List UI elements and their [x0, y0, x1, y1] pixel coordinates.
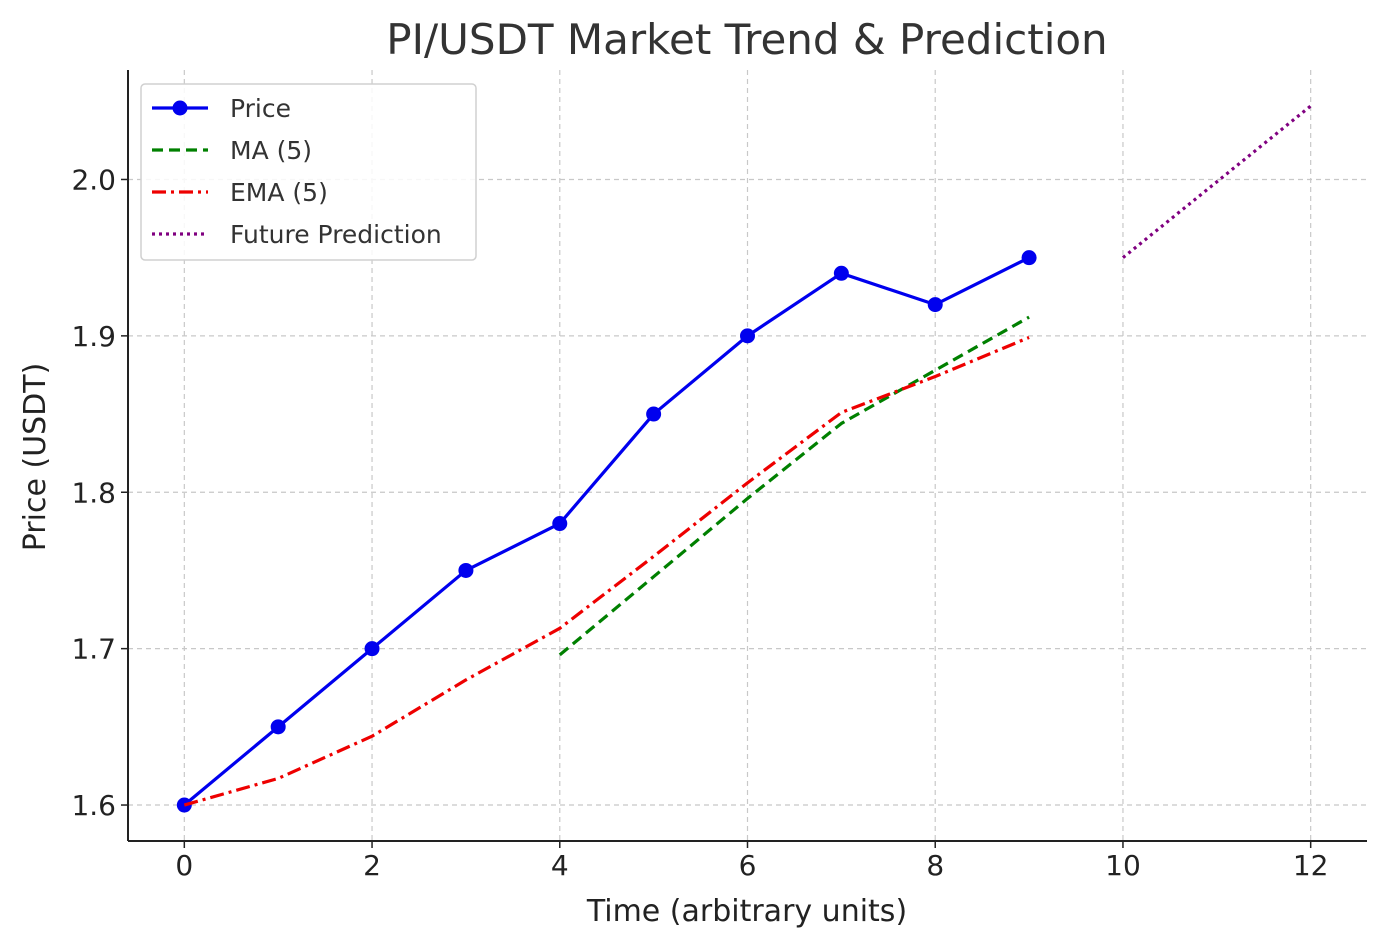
y-tick-label: 1.8: [71, 476, 116, 509]
x-tick-label: 4: [551, 849, 569, 882]
x-tick-label: 10: [1105, 849, 1141, 882]
data-point-price: [1021, 250, 1037, 266]
y-tick-label: 1.9: [71, 320, 116, 353]
y-tick-label: 1.7: [71, 633, 116, 666]
x-tick-label: 6: [739, 849, 757, 882]
x-tick-label: 2: [363, 849, 381, 882]
chart-title: PI/USDT Market Trend & Prediction: [386, 15, 1107, 64]
legend-box: [140, 83, 477, 261]
axes: [121, 70, 1367, 848]
data-point-price: [270, 719, 286, 735]
legend: Price MA (5) EMA (5) Future Prediction: [140, 83, 477, 261]
data-point-price: [833, 265, 849, 281]
y-tick-label: 2.0: [71, 163, 116, 196]
series-lines: [176, 104, 1312, 813]
x-tick-label: 8: [926, 849, 944, 882]
x-axis-label: Time (arbitrary units): [586, 894, 907, 929]
y-axis-label: Price (USDT): [18, 363, 53, 552]
data-point-price: [740, 328, 755, 344]
data-point-price: [646, 406, 662, 422]
legend-label-price: Price: [230, 94, 291, 123]
tick-labels: 0 2 4 6 8 10 12 1.6 1.7 1.8 1.9 2.0: [71, 163, 1328, 882]
series-line-price: [183, 256, 1030, 807]
data-point-price: [552, 516, 568, 532]
x-tick-label: 12: [1293, 849, 1329, 882]
series-line-future-prediction: [1121, 104, 1312, 259]
data-point-price: [364, 641, 380, 657]
data-point-price: [927, 297, 943, 313]
legend-marker-price: [172, 100, 188, 116]
legend-label-future-prediction: Future Prediction: [230, 220, 442, 249]
series-line-ema-5: [183, 335, 1030, 807]
data-point-price: [458, 562, 474, 578]
legend-label-ma-5: MA (5): [230, 136, 312, 165]
x-tick-label: 0: [175, 849, 193, 882]
y-tick-label: 1.6: [71, 789, 116, 822]
legend-label-ema-5: EMA (5): [230, 178, 328, 207]
